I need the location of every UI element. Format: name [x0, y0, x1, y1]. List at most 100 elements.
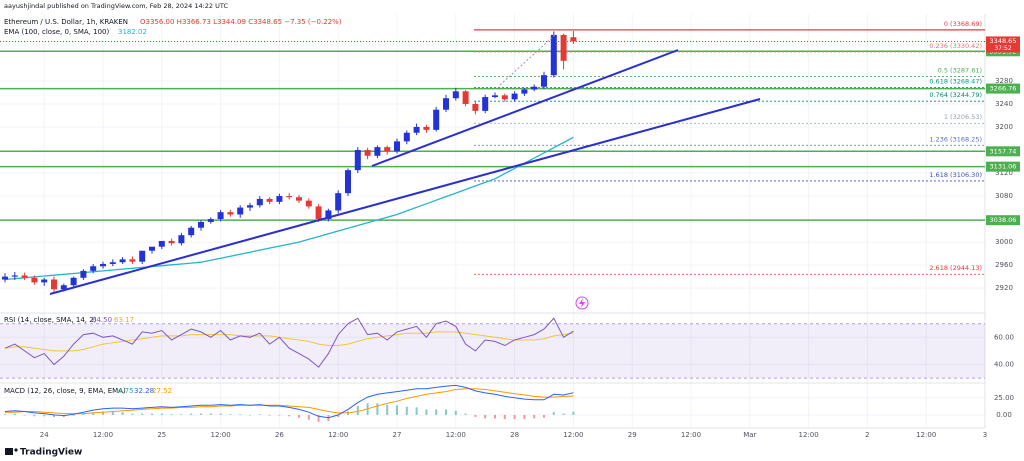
macd-histogram-bar [82, 413, 85, 415]
y-tick-label: 3080 [995, 192, 1013, 200]
candle-body [305, 200, 312, 207]
macd-histogram-bar [356, 406, 359, 415]
x-tick-label: 25 [157, 431, 166, 439]
candle-body [501, 95, 508, 100]
candle-body [472, 103, 479, 111]
y-tick-label: 25.00 [994, 394, 1014, 402]
candle-body [2, 276, 8, 280]
macd-histogram-bar [278, 414, 281, 416]
macd-histogram-bar [131, 413, 134, 415]
fib-anchor-line [499, 33, 557, 86]
macd-histogram-bar [376, 403, 379, 415]
candle-body [11, 275, 18, 277]
y-tick-label: 3240 [995, 100, 1013, 108]
candle-body [462, 91, 469, 104]
trend-line [49, 98, 761, 295]
candle-body [70, 277, 77, 286]
x-tick-label: 12:00 [916, 431, 936, 439]
x-tick-label: 12:00 [681, 431, 701, 439]
rsi-band [0, 323, 985, 379]
macd-histogram-bar [111, 411, 114, 415]
candle-body [325, 210, 332, 220]
candle-body [394, 141, 400, 152]
macd-histogram-bar [141, 413, 144, 415]
rsi-ma-readout: 63.17 [114, 316, 134, 324]
y-tick-label: 40.00 [994, 361, 1014, 369]
macd-histogram-bar [33, 414, 36, 417]
y-tick-label: 3120 [995, 169, 1013, 177]
x-tick-label: 12:00 [328, 431, 348, 439]
ohlc-readout: O3356.00 H3366.73 L3344.09 C3348.65 −7.3… [140, 18, 342, 26]
macd-histogram-bar [337, 414, 340, 417]
rsi-name: RSI (14, close, SMA, 14, 2) [4, 316, 97, 324]
x-tick-label: 2 [865, 431, 869, 439]
candle-body [296, 197, 302, 201]
candle-body [413, 126, 420, 133]
macd-histogram-bar [513, 414, 516, 420]
macd-signal-readout: 27.52 [152, 387, 172, 395]
fib-label: 0.5 (3287.61) [938, 67, 982, 75]
publisher: aayushjindal published on TradingView.co… [4, 2, 228, 10]
last-price-tag [986, 36, 1020, 53]
candle-body [51, 279, 57, 290]
macd-readout: 32.28 [134, 387, 154, 395]
candle-body [266, 198, 273, 202]
candle-body [178, 235, 185, 244]
macd-histogram-bar [170, 414, 173, 415]
candle-body [129, 259, 136, 262]
candle-body [207, 219, 214, 222]
candle-body [443, 98, 449, 110]
candle-body [374, 147, 381, 156]
macd-histogram-bar [533, 414, 536, 419]
macd-histogram-bar [239, 414, 242, 415]
macd-histogram-bar [23, 414, 26, 416]
logo-mark [5, 448, 13, 455]
macd-name: MACD (12, 26, close, 9, EMA, EMA) [4, 387, 126, 395]
candle-body [256, 198, 263, 206]
candle-body [364, 150, 371, 156]
candle-body [237, 207, 244, 215]
x-tick-label: 12:00 [211, 431, 231, 439]
macd-histogram-bar [386, 404, 389, 415]
macd-histogram-bar [160, 413, 163, 415]
countdown: 37:52 [994, 45, 1011, 52]
macd-histogram-bar [92, 412, 95, 415]
x-tick-label: 12:00 [563, 431, 583, 439]
macd-histogram-bar [464, 413, 467, 415]
event-icon [575, 296, 589, 310]
candle-body [149, 246, 155, 251]
macd-histogram-bar [288, 414, 291, 417]
candle-body [188, 227, 195, 236]
y-tick-label: 3280 [995, 77, 1013, 85]
candle-body [541, 75, 547, 87]
candle-body [109, 262, 116, 264]
ema-name: EMA (100, close, 0, SMA, 100) [4, 28, 109, 36]
fib-label: 0 (3368.69) [944, 20, 982, 28]
macd-histogram-bar [200, 413, 202, 415]
x-tick-label: 26 [275, 431, 284, 439]
x-tick-label: 24 [40, 431, 49, 439]
x-tick-label: 27 [393, 431, 402, 439]
macd-histogram-bar [4, 414, 6, 415]
brand: TradingView [20, 448, 82, 458]
candle-body [345, 170, 351, 194]
macd-histogram-bar [562, 413, 565, 415]
candle-body [531, 86, 538, 90]
y-tick-label: 2960 [995, 261, 1013, 269]
macd-histogram-bar [454, 410, 457, 415]
candle-body [354, 150, 361, 171]
brand-logo [5, 448, 18, 455]
macd-histogram-bar [425, 409, 428, 415]
candle-body [403, 132, 410, 142]
candle-body [158, 240, 165, 247]
macd-histogram-bar [53, 414, 55, 417]
candle-body [60, 285, 67, 290]
candle-body [168, 240, 175, 244]
macd-histogram-bar [249, 414, 251, 416]
level-tag [986, 161, 1020, 172]
macd-histogram-bar [543, 414, 545, 418]
macd-histogram-bar [121, 412, 124, 415]
macd-histogram-bar [405, 406, 408, 415]
macd-histogram-bar [13, 413, 16, 415]
